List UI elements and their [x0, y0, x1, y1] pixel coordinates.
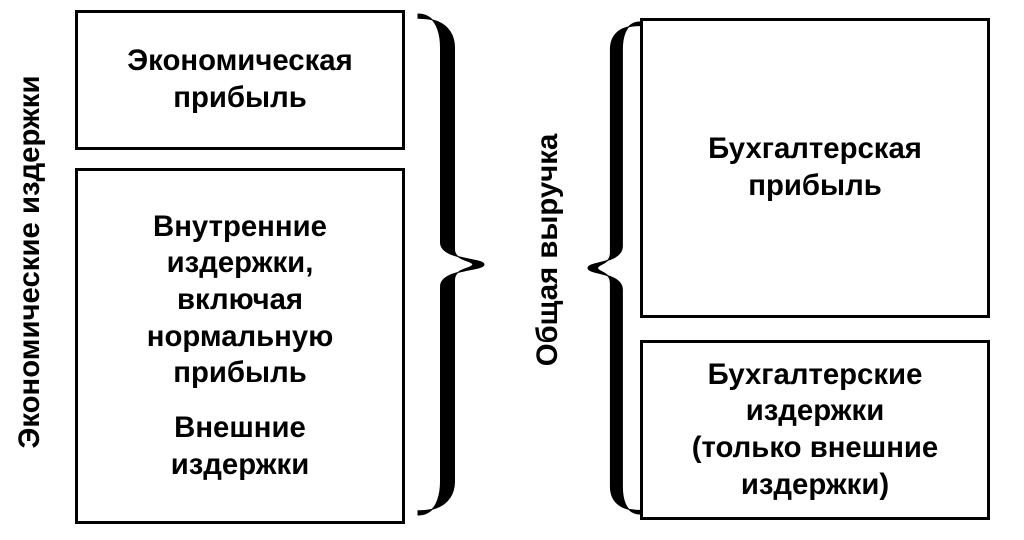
box-accounting-profit: Бухгалтерскаяприбыль — [640, 18, 990, 318]
box-text-line: издержки — [171, 447, 310, 484]
box-text-line: (только внешние — [692, 430, 939, 467]
brace-right-icon — [416, 12, 486, 517]
box-text-line: Экономическая — [127, 43, 352, 80]
box-accounting-costs: Бухгалтерскиеиздержки(только внешниеизде… — [640, 340, 990, 520]
left-axis-label: Экономические издержки — [13, 75, 47, 448]
box-text-line: нормальную — [147, 319, 334, 356]
box-text-line: издержки, — [167, 245, 314, 282]
box-text-line: издержки) — [741, 467, 889, 504]
box-internal-external-costs: Внутренниеиздержки,включаянормальнуюприб… — [75, 168, 405, 524]
center-axis-label: Общая выручка — [531, 134, 565, 367]
box-text-line: Внутренние — [153, 209, 327, 246]
brace-left-icon — [586, 20, 642, 516]
diagram-canvas: Экономические издержки Общая выручка Эко… — [0, 0, 1024, 540]
box-economic-profit: Экономическаяприбыль — [75, 10, 405, 150]
box-text-line: Бухгалтерские — [708, 357, 923, 394]
box-text-line: прибыль — [748, 168, 881, 205]
box-text-line: включая — [177, 282, 303, 319]
box-text-line: издержки — [746, 393, 885, 430]
box-text-line: прибыль — [173, 355, 306, 392]
box-text-line: Бухгалтерская — [708, 131, 922, 168]
box-text-line: прибыль — [173, 80, 306, 117]
box-text-line: Внешние — [174, 410, 306, 447]
